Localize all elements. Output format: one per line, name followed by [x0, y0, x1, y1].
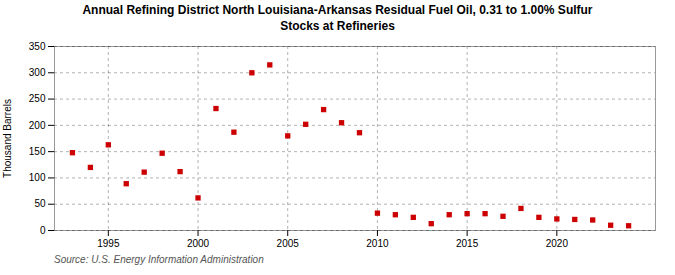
svg-text:2005: 2005 — [277, 238, 300, 249]
svg-text:1995: 1995 — [97, 238, 120, 249]
svg-text:2020: 2020 — [546, 238, 569, 249]
svg-text:300: 300 — [29, 67, 46, 78]
svg-text:200: 200 — [29, 120, 46, 131]
html-text:Source: U.S. Energy Informatio: Source: U.S. Energy Information Administ… — [54, 254, 264, 266]
svg-text:100: 100 — [29, 172, 46, 183]
svg-text:2010: 2010 — [366, 238, 389, 249]
html-text:Annual Refining District North: Annual Refining District North Louisiana… — [82, 3, 593, 33]
svg-text:0: 0 — [40, 225, 46, 236]
svg-text:350: 350 — [29, 41, 46, 52]
svg-text:2000: 2000 — [187, 238, 210, 249]
svg-text:Thousand Barrels: Thousand Barrels — [2, 99, 13, 178]
svg-text:250: 250 — [29, 93, 46, 104]
svg-text:50: 50 — [34, 199, 46, 210]
svg-text:150: 150 — [29, 146, 46, 157]
svg-text:2015: 2015 — [456, 238, 479, 249]
